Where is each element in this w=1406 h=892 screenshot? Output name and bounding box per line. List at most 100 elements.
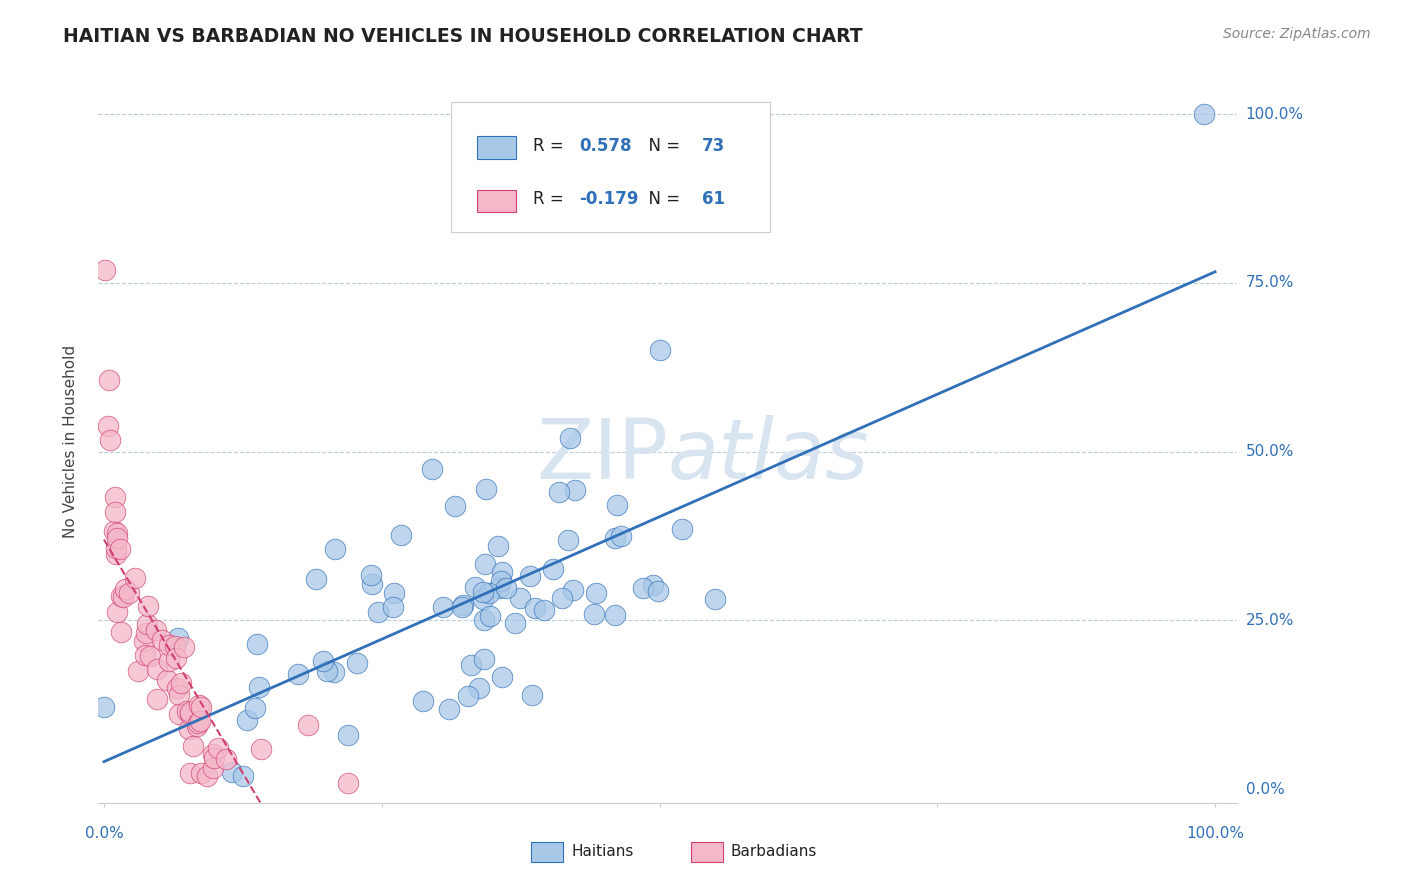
Point [605, 531, 627, 545]
Point [135, 626, 157, 640]
Point [316, 664, 339, 678]
Point [136, 599, 159, 613]
Point [232, 769, 254, 783]
Point [105, 605, 128, 619]
Point [187, 715, 209, 730]
Point [97, 419, 120, 434]
Y-axis label: No Vehicles in Household: No Vehicles in Household [63, 345, 79, 538]
Point [322, 665, 344, 679]
Point [464, 580, 486, 594]
Point [118, 585, 141, 599]
Point [103, 524, 125, 539]
Point [215, 751, 238, 765]
Text: R =: R = [533, 190, 569, 209]
Text: atlas: atlas [668, 416, 869, 497]
Text: 0.0%: 0.0% [1246, 781, 1284, 797]
Point [94, 263, 117, 277]
Point [179, 707, 201, 722]
FancyBboxPatch shape [451, 102, 770, 232]
Point [541, 561, 564, 575]
Point [110, 541, 132, 556]
Point [451, 599, 474, 613]
Point [585, 586, 607, 600]
Point [337, 727, 360, 741]
Point [204, 751, 226, 765]
Point [432, 599, 454, 614]
Text: 0.578: 0.578 [579, 137, 631, 155]
Text: R =: R = [533, 137, 569, 155]
Point [495, 581, 517, 595]
Point [509, 591, 531, 605]
Point [247, 681, 270, 695]
Point [412, 694, 434, 708]
Point [562, 583, 585, 598]
Text: 73: 73 [702, 137, 725, 155]
Point [181, 739, 204, 754]
Point [207, 740, 229, 755]
Point [647, 583, 669, 598]
Point [127, 664, 149, 678]
Point [519, 569, 541, 583]
Point [472, 652, 495, 666]
Point [533, 603, 555, 617]
Point [583, 607, 606, 621]
Point [221, 765, 243, 780]
Point [188, 698, 211, 713]
Point [381, 599, 404, 614]
Point [610, 529, 633, 543]
Point [173, 640, 195, 655]
Point [474, 614, 496, 628]
FancyBboxPatch shape [531, 842, 562, 862]
Point [491, 566, 513, 580]
Point [246, 637, 269, 651]
Point [134, 634, 156, 648]
Text: N =: N = [638, 137, 686, 155]
Point [124, 571, 146, 585]
Point [167, 706, 190, 721]
FancyBboxPatch shape [690, 842, 723, 862]
Point [287, 666, 309, 681]
Point [551, 591, 574, 606]
Point [110, 589, 132, 603]
Point [420, 462, 443, 476]
Point [389, 528, 412, 542]
Text: 100.0%: 100.0% [1246, 106, 1303, 121]
Text: -0.179: -0.179 [579, 190, 638, 209]
Point [105, 541, 128, 555]
Point [437, 702, 460, 716]
Point [145, 623, 167, 637]
Text: 75.0%: 75.0% [1246, 276, 1294, 291]
FancyBboxPatch shape [477, 136, 516, 159]
Point [135, 617, 157, 632]
Point [1192, 107, 1215, 121]
Point [522, 688, 544, 702]
Point [156, 673, 179, 687]
Text: 25.0%: 25.0% [1246, 613, 1294, 628]
Point [337, 775, 360, 789]
Point [179, 766, 201, 780]
Point [648, 343, 671, 358]
Text: Source: ZipAtlas.com: Source: ZipAtlas.com [1223, 27, 1371, 41]
Point [603, 608, 626, 623]
Point [190, 766, 212, 780]
Text: Haitians: Haitians [571, 845, 634, 859]
Point [312, 654, 335, 668]
Point [195, 769, 218, 783]
Text: 61: 61 [702, 190, 725, 209]
Point [360, 567, 382, 582]
Point [112, 590, 135, 604]
Point [176, 704, 198, 718]
Point [114, 582, 136, 596]
Point [488, 581, 510, 595]
Point [104, 505, 127, 519]
Point [548, 485, 571, 500]
Point [104, 547, 127, 561]
Point [478, 608, 501, 623]
Point [564, 483, 586, 497]
Point [557, 533, 579, 547]
Point [503, 616, 526, 631]
Point [486, 539, 509, 553]
Point [202, 761, 225, 775]
Point [93, 700, 115, 714]
Point [671, 522, 693, 536]
